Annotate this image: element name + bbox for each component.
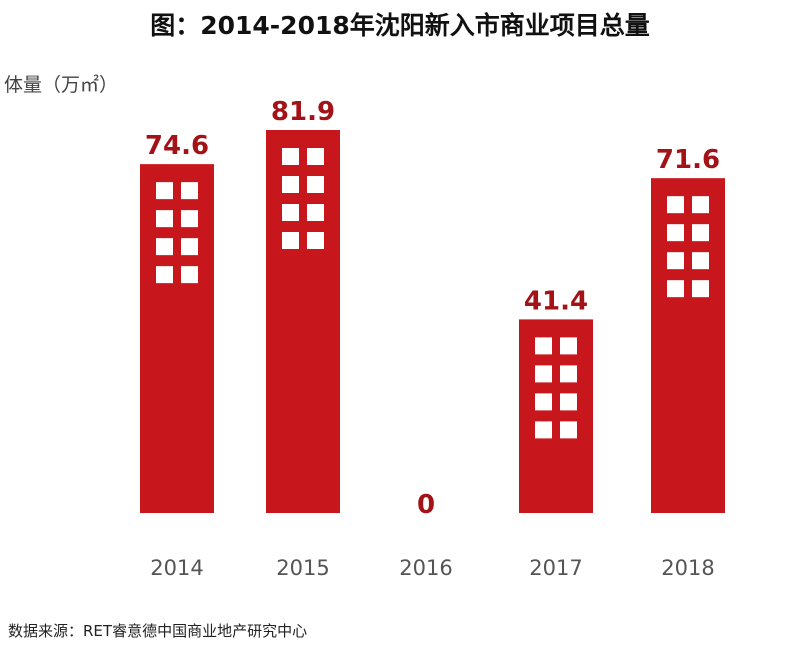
window-icon [692, 252, 709, 270]
window-icon [307, 204, 324, 221]
window-icon [282, 232, 299, 249]
window-icon [535, 421, 552, 439]
window-icon [560, 337, 577, 355]
window-icon [667, 252, 684, 270]
window-icon [156, 266, 173, 284]
window-icon [307, 176, 324, 193]
window-icon [692, 224, 709, 242]
data-label-2016: 0 [417, 490, 435, 520]
window-icon [692, 196, 709, 214]
window-icon [535, 393, 552, 411]
source-note: 数据来源：RET睿意德中国商业地产研究中心 [8, 622, 308, 640]
window-icon [282, 148, 299, 165]
window-icon [560, 421, 577, 439]
bar-2014 [140, 164, 214, 513]
window-icon [282, 176, 299, 193]
window-icon [667, 280, 684, 298]
y-axis-label: 体量（万㎡） [4, 74, 119, 96]
window-icon [667, 224, 684, 242]
x-tick-2015: 2015 [276, 556, 329, 580]
data-label-2018: 71.6 [656, 145, 720, 175]
data-label-2017: 41.4 [524, 286, 588, 316]
bar-2018 [651, 178, 725, 513]
data-label-2015: 81.9 [271, 97, 335, 127]
window-icon [535, 365, 552, 383]
window-icon [181, 182, 198, 200]
window-icon [560, 365, 577, 383]
x-tick-2017: 2017 [529, 556, 582, 580]
chart-title: 图：2014-2018年沈阳新入市商业项目总量 [150, 11, 650, 40]
window-icon [156, 210, 173, 228]
x-tick-2016: 2016 [399, 556, 452, 580]
x-tick-2014: 2014 [150, 556, 203, 580]
window-icon [156, 182, 173, 200]
window-icon [282, 204, 299, 221]
bar-2017 [519, 319, 593, 513]
window-icon [560, 393, 577, 411]
x-tick-2018: 2018 [661, 556, 714, 580]
window-icon [307, 148, 324, 165]
window-icon [181, 266, 198, 284]
data-label-2014: 74.6 [145, 131, 209, 161]
window-icon [156, 238, 173, 256]
window-icon [667, 196, 684, 214]
window-icon [307, 232, 324, 249]
bar-2015 [266, 130, 340, 513]
window-icon [535, 337, 552, 355]
window-icon [692, 280, 709, 298]
window-icon [181, 238, 198, 256]
window-icon [181, 210, 198, 228]
